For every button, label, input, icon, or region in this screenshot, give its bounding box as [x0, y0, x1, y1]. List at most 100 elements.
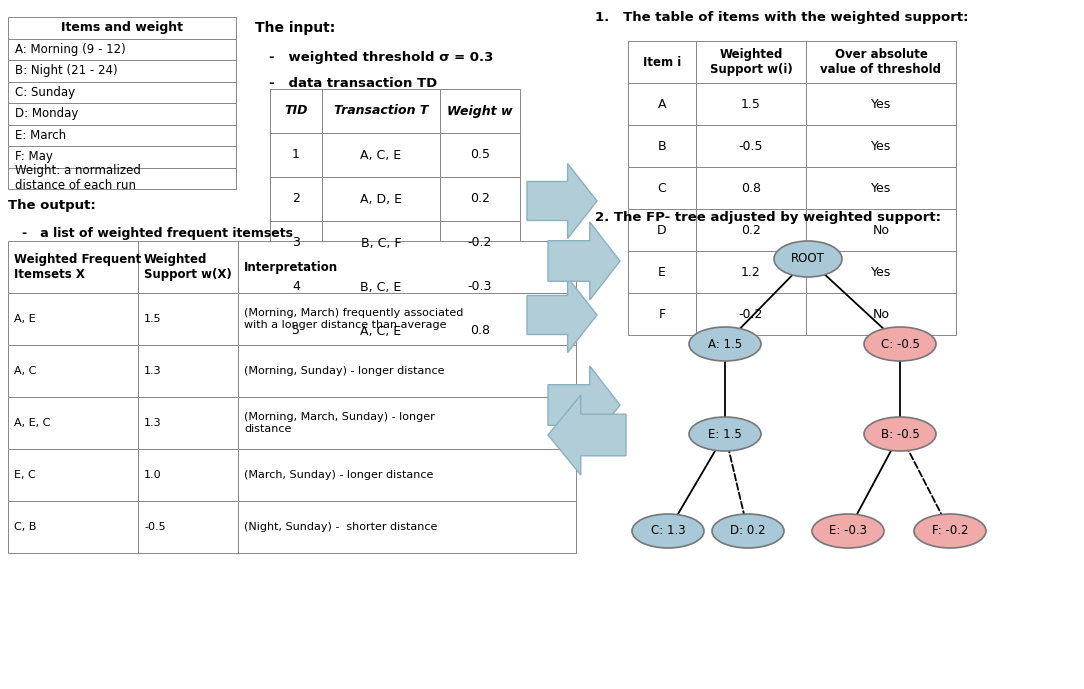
Bar	[322, 89, 440, 133]
Bar	[806, 83, 956, 125]
Bar	[8, 81, 236, 103]
Bar	[806, 41, 956, 83]
Text: -0.2: -0.2	[468, 236, 492, 249]
Text: 0.2: 0.2	[470, 192, 490, 205]
Bar	[806, 209, 956, 251]
Text: -0.5: -0.5	[739, 139, 763, 152]
Text: B: -0.5: B: -0.5	[880, 427, 919, 440]
Bar	[138, 449, 238, 501]
Bar	[8, 449, 138, 501]
Text: -   a list of weighted frequent itemsets: - a list of weighted frequent itemsets	[22, 227, 293, 240]
Text: A: A	[658, 98, 667, 110]
Bar	[238, 293, 576, 345]
Bar	[628, 251, 696, 293]
Text: E: -0.3: E: -0.3	[829, 524, 867, 537]
Text: Yes: Yes	[870, 265, 891, 278]
Text: 5: 5	[292, 325, 300, 338]
Bar	[138, 397, 238, 449]
Bar	[238, 397, 576, 449]
Text: 2: 2	[292, 192, 300, 205]
Text: 1: 1	[292, 149, 300, 161]
Text: D: 0.2: D: 0.2	[731, 524, 765, 537]
Text: Weighted Frequent
Itemsets X: Weighted Frequent Itemsets X	[14, 253, 141, 281]
Text: D: Monday: D: Monday	[15, 107, 78, 121]
Bar	[806, 251, 956, 293]
Ellipse shape	[632, 514, 704, 548]
Text: B: B	[658, 139, 667, 152]
Text: Yes: Yes	[870, 98, 891, 110]
Text: 1.5: 1.5	[741, 98, 761, 110]
Bar	[270, 309, 322, 353]
Bar	[8, 125, 236, 146]
Text: A, C, E: A, C, E	[361, 325, 401, 338]
Bar	[696, 293, 806, 335]
Polygon shape	[527, 278, 597, 353]
Bar	[238, 241, 576, 293]
Text: TID: TID	[284, 105, 308, 118]
Bar	[628, 293, 696, 335]
Text: 1.5: 1.5	[144, 314, 162, 324]
Text: ROOT: ROOT	[791, 252, 825, 265]
Bar	[440, 133, 520, 177]
Bar	[138, 345, 238, 397]
Bar	[238, 449, 576, 501]
Text: Weight w: Weight w	[448, 105, 513, 118]
Bar	[8, 60, 236, 81]
Text: Weighted
Support w(i): Weighted Support w(i)	[710, 48, 792, 76]
Bar	[806, 125, 956, 167]
Text: Yes: Yes	[870, 181, 891, 194]
Text: 3: 3	[292, 236, 300, 249]
Bar	[8, 17, 236, 39]
Text: E: 1.5: E: 1.5	[708, 427, 741, 440]
Ellipse shape	[712, 514, 784, 548]
Text: B, C, E: B, C, E	[360, 280, 402, 294]
Text: D: D	[657, 223, 667, 236]
Bar	[440, 89, 520, 133]
Bar	[270, 221, 322, 265]
Bar	[696, 83, 806, 125]
Text: C: 1.3: C: 1.3	[650, 524, 685, 537]
Bar	[270, 133, 322, 177]
Text: A, C, E: A, C, E	[361, 149, 401, 161]
Bar	[322, 265, 440, 309]
Bar	[322, 221, 440, 265]
Bar	[806, 167, 956, 209]
Text: 0.8: 0.8	[470, 325, 490, 338]
Polygon shape	[549, 222, 620, 300]
Text: (Morning, March, Sunday) - longer
distance: (Morning, March, Sunday) - longer distan…	[244, 412, 435, 434]
Text: 0.5: 0.5	[470, 149, 490, 161]
Bar	[440, 177, 520, 221]
Polygon shape	[527, 163, 597, 238]
Bar	[696, 41, 806, 83]
Text: A, C: A, C	[14, 366, 37, 376]
Bar	[322, 309, 440, 353]
Polygon shape	[549, 395, 625, 475]
Bar	[238, 501, 576, 553]
Bar	[628, 209, 696, 251]
Bar	[138, 293, 238, 345]
Text: No: No	[873, 307, 890, 320]
Ellipse shape	[914, 514, 986, 548]
Text: 0.2: 0.2	[741, 223, 761, 236]
Text: (Night, Sunday) -  shorter distance: (Night, Sunday) - shorter distance	[244, 522, 437, 532]
Text: Transaction T: Transaction T	[334, 105, 428, 118]
Text: A: Morning (9 - 12): A: Morning (9 - 12)	[15, 43, 126, 56]
Bar	[322, 133, 440, 177]
Polygon shape	[549, 366, 620, 444]
Text: E, C: E, C	[14, 470, 36, 480]
Bar	[270, 177, 322, 221]
Text: F: May: F: May	[15, 150, 53, 163]
Bar	[628, 167, 696, 209]
Bar	[440, 265, 520, 309]
Bar	[8, 39, 236, 60]
Text: -0.5: -0.5	[144, 522, 166, 532]
Text: 1.0: 1.0	[144, 470, 162, 480]
Bar	[270, 265, 322, 309]
Text: The output:: The output:	[8, 199, 95, 212]
Bar	[806, 293, 956, 335]
Text: Over absolute
value of threshold: Over absolute value of threshold	[821, 48, 942, 76]
Bar	[696, 167, 806, 209]
Text: 1.3: 1.3	[144, 366, 162, 376]
Bar	[8, 241, 138, 293]
Ellipse shape	[864, 327, 935, 361]
